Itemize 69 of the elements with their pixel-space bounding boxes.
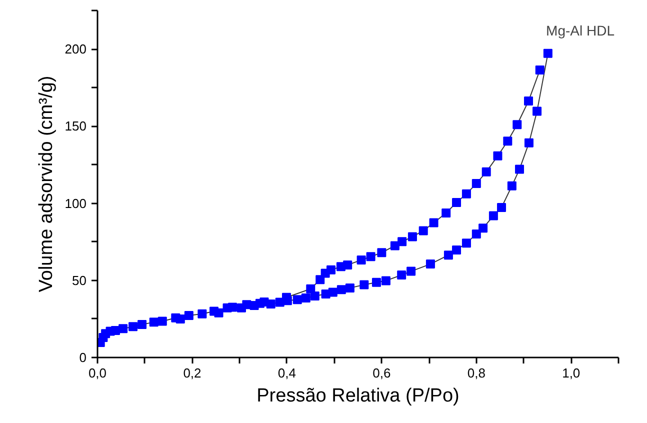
point [406, 266, 416, 276]
point [138, 320, 147, 329]
point [356, 256, 366, 265]
annotation: Mg-Al HDL [546, 22, 615, 38]
y-tick-label: 50 [72, 272, 87, 288]
point [503, 136, 512, 146]
point [336, 285, 346, 294]
point [442, 208, 451, 218]
point [128, 322, 138, 332]
point [426, 260, 435, 269]
point [507, 181, 516, 190]
point [397, 270, 406, 280]
y-axis-title: Volume adsorvido (cm³/g) [36, 76, 57, 292]
point [381, 276, 390, 286]
point [482, 167, 491, 176]
point [390, 241, 400, 250]
point [497, 202, 506, 212]
point [306, 284, 316, 294]
point [366, 252, 376, 262]
point [452, 198, 462, 208]
point [543, 48, 552, 58]
point [532, 106, 542, 116]
point [444, 250, 453, 260]
point [242, 300, 252, 310]
y-tick-label: 0 [79, 350, 87, 365]
point [478, 224, 488, 233]
point [118, 324, 128, 334]
point [149, 318, 158, 327]
point [472, 179, 481, 188]
point [452, 246, 462, 255]
point [360, 280, 369, 290]
point [372, 278, 381, 287]
point [336, 262, 346, 272]
point [493, 151, 502, 160]
y-tick-label: 200 [64, 42, 87, 57]
point [198, 309, 207, 318]
point [158, 316, 167, 326]
point [301, 293, 310, 302]
point [176, 314, 185, 324]
point [345, 283, 354, 292]
y-tick-label: 150 [64, 118, 87, 134]
point [535, 66, 544, 75]
point [377, 248, 386, 258]
point [228, 302, 237, 312]
point [472, 229, 481, 238]
point [418, 226, 428, 236]
x-tick-label: 0,8 [467, 366, 486, 380]
point [316, 275, 325, 284]
x-tick-label: 0,0 [88, 366, 107, 380]
point [328, 288, 338, 297]
y-tick-label: 100 [64, 196, 87, 211]
x-tick-label: 0,4 [278, 366, 296, 380]
point [488, 211, 498, 220]
point [214, 308, 224, 318]
x-tick-label: 0,6 [372, 366, 391, 380]
point [292, 295, 302, 304]
point [184, 311, 194, 320]
point [266, 299, 276, 308]
point [462, 238, 471, 248]
point [512, 120, 522, 130]
x-axis-title: Pressão Relativa (P/Po) [256, 386, 460, 406]
point [462, 189, 471, 198]
point [524, 96, 534, 106]
point [515, 164, 524, 174]
point [408, 232, 417, 242]
point [524, 138, 534, 148]
x-tick-label: 1,0 [562, 366, 580, 380]
x-tick-label: 0,2 [183, 366, 202, 380]
point [429, 218, 438, 228]
